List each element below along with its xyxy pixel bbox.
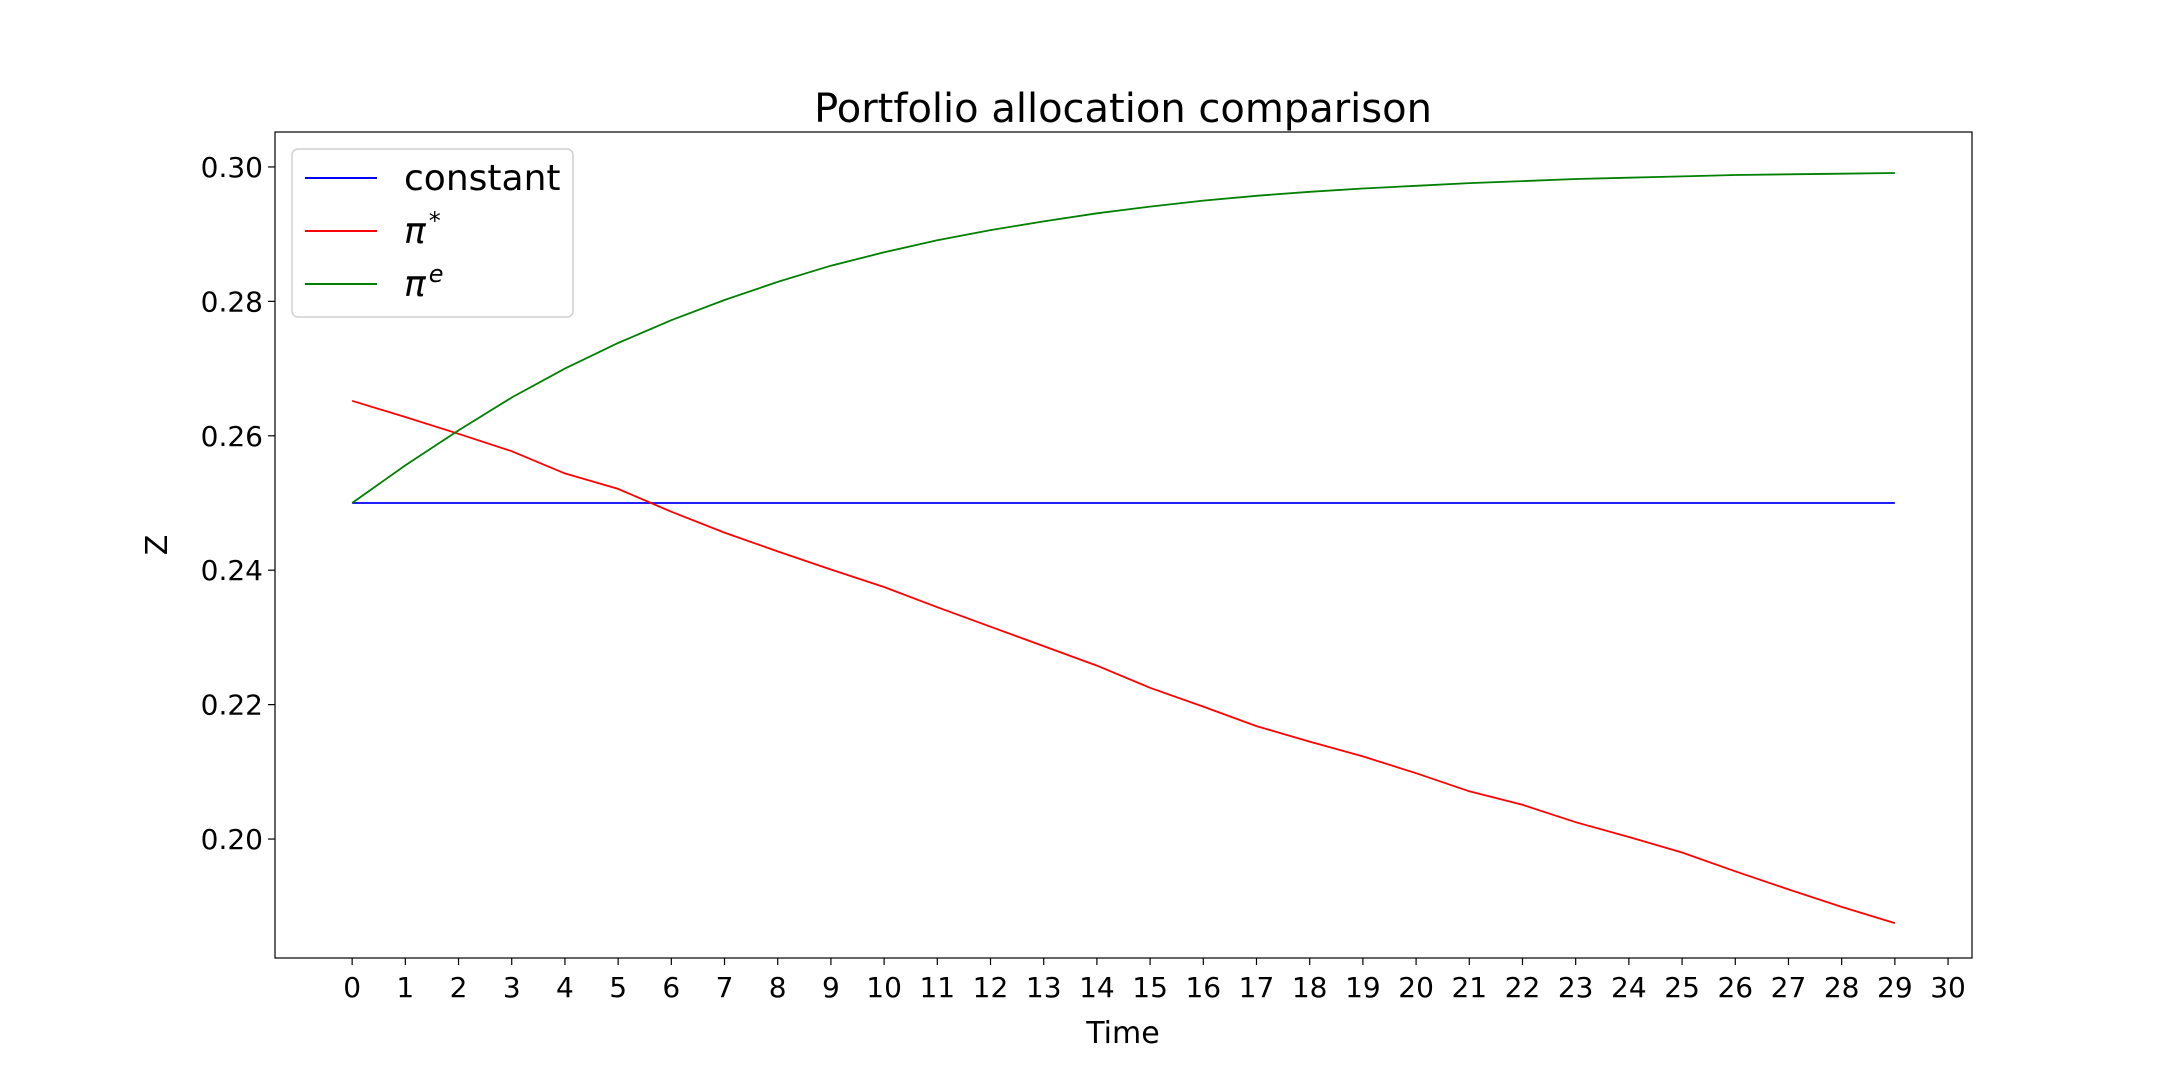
x-tick-label: 17 xyxy=(1239,971,1275,1004)
x-tick-label: 0 xyxy=(343,971,361,1004)
x-tick-label: 7 xyxy=(716,971,734,1004)
x-tick-label: 18 xyxy=(1292,971,1328,1004)
series-line-2 xyxy=(351,399,1896,924)
x-tick-label: 26 xyxy=(1717,971,1753,1004)
legend: constant π * π e xyxy=(291,148,574,318)
x-tick-label: 16 xyxy=(1185,971,1221,1004)
x-tick-label: 27 xyxy=(1771,971,1807,1004)
x-tick-label: 23 xyxy=(1558,971,1594,1004)
x-tick-label: 4 xyxy=(556,971,574,1004)
x-tick-label: 13 xyxy=(1026,971,1062,1004)
legend-box xyxy=(291,148,574,318)
x-tick-label: 5 xyxy=(609,971,627,1004)
x-tick-label: 12 xyxy=(973,971,1009,1004)
x-tick-label: 9 xyxy=(822,971,840,1004)
y-tick-label: 0.30 xyxy=(201,151,263,184)
legend-label-2: π * xyxy=(404,207,441,252)
x-tick-label: 19 xyxy=(1345,971,1381,1004)
x-tick-label: 1 xyxy=(396,971,414,1004)
x-axis-title: Time xyxy=(1085,1016,1159,1051)
x-tick-label: 14 xyxy=(1079,971,1115,1004)
y-tick-label: 0.24 xyxy=(201,554,263,587)
x-tick-label: 25 xyxy=(1664,971,1700,1004)
series-line-3 xyxy=(351,172,1895,504)
x-tick-label: 15 xyxy=(1132,971,1168,1004)
plot-area xyxy=(351,172,1896,924)
y-axis-title: Z xyxy=(140,535,175,556)
y-tick-label: 0.28 xyxy=(201,285,263,318)
chart-title: Portfolio allocation comparison xyxy=(814,86,1432,132)
x-tick-label: 21 xyxy=(1451,971,1487,1004)
x-tick-label: 3 xyxy=(503,971,521,1004)
x-tick-label: 8 xyxy=(769,971,787,1004)
x-tick-label: 11 xyxy=(919,971,955,1004)
x-tick-label: 20 xyxy=(1398,971,1434,1004)
x-tick-label: 28 xyxy=(1824,971,1860,1004)
x-tick-label: 6 xyxy=(662,971,680,1004)
x-tick-label: 2 xyxy=(450,971,468,1004)
x-tick-label: 22 xyxy=(1505,971,1541,1004)
y-tick-label: 0.20 xyxy=(201,823,263,856)
x-axis: 0 1 2 3 4 5 6 7 8 9 10 11 12 13 14 15 16 17 18 19 20 21 22 23 24… xyxy=(343,958,1966,1004)
plot-frame xyxy=(274,131,1973,959)
x-tick-label: 24 xyxy=(1611,971,1647,1004)
x-tick-label: 29 xyxy=(1877,971,1913,1004)
x-tick-label: 30 xyxy=(1930,971,1966,1004)
legend-label-1: constant xyxy=(404,158,561,199)
x-tick-label: 10 xyxy=(866,971,902,1004)
y-axis: 0.20 0.22 0.24 0.26 0.28 0.30 xyxy=(201,151,275,856)
y-tick-label: 0.26 xyxy=(201,420,263,453)
y-tick-label: 0.22 xyxy=(201,689,263,722)
